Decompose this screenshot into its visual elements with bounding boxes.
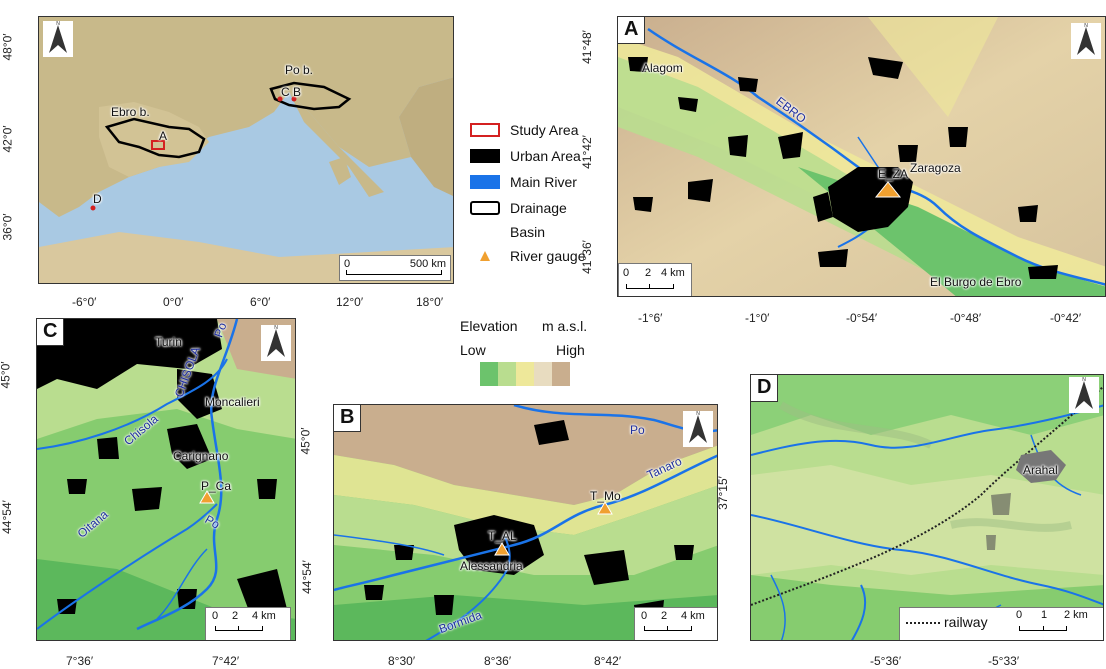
panel-a-lat-tick: 41°36′ [579, 240, 594, 274]
svg-text:N: N [56, 21, 60, 27]
panel-c-scale-bar: 0 2 4 km [205, 607, 291, 640]
elevation-swatch [552, 362, 570, 386]
panel-d-letter: D [751, 375, 779, 402]
legend-label: Main River [510, 174, 577, 190]
panel-a-lon-tick: -0°42′ [1050, 311, 1082, 325]
panel-b-lat-tick: 45°0′ [298, 427, 313, 455]
po-basin-label: Po b. [285, 63, 314, 77]
overview-lon-tick: -6°0′ [72, 295, 97, 309]
railway-legend-icon [906, 622, 940, 624]
place-label-el-burgo-de-ebro: El Burgo de Ebro [930, 275, 1022, 289]
panel-a-lat-tick: 41°42′ [579, 135, 594, 169]
panel-b-scale-bar: 0 2 4 km [634, 607, 717, 640]
panel-b-lon-tick: 8°36′ [484, 654, 512, 668]
elevation-high-label: High [556, 342, 585, 358]
place-label-turin: Turin [155, 335, 182, 349]
elevation-swatch [480, 362, 498, 386]
study-area-square-icon [470, 123, 500, 137]
drainage-basin-square-icon [470, 201, 500, 215]
place-label-alessandria: Alessandria [460, 559, 523, 573]
site-label-c: C [281, 85, 290, 99]
elevation-unit: m a.s.l. [542, 318, 588, 334]
panel-a-lat-tick: 41°48′ [579, 30, 594, 64]
place-label-alagon: Alagom [642, 61, 683, 75]
gauge-label-e-za: E_ZA [878, 167, 909, 181]
map-legend: Study Area Urban Area Main River Drainag… [470, 122, 610, 272]
overview-lon-tick: 12°0′ [336, 295, 364, 309]
panel-a-lon-tick: -0°54′ [846, 311, 878, 325]
urban-area-square-icon [470, 149, 500, 163]
river-label-po: Po [630, 423, 645, 437]
place-label-moncalieri: Moncalieri [205, 395, 260, 409]
overview-lon-tick: 18°0′ [416, 295, 444, 309]
gauge-label-t-mo: T_Mo [590, 489, 621, 503]
legend-label: Study Area [510, 122, 579, 138]
panel-c-lat-tick: 45°0′ [0, 361, 13, 389]
elevation-swatch [498, 362, 516, 386]
overview-lat-tick: 48°0′ [0, 33, 15, 61]
panel-b-letter: B [334, 405, 362, 432]
svg-text:N: N [1084, 23, 1088, 29]
elevation-title: Elevation [460, 318, 518, 334]
panel-b-lat-tick: 44°54′ [299, 560, 314, 594]
site-label-a: A [159, 129, 168, 143]
place-label-carignano: Carignano [173, 449, 229, 463]
panel-a-lon-tick: -1°0′ [745, 311, 770, 325]
railway-legend-label: railway [944, 614, 988, 630]
site-label-b: B [293, 85, 302, 99]
panel-c-letter: C [37, 319, 65, 346]
panel-c-map: C N Turin Moncalieri Carignano Po CHISOL… [36, 318, 296, 641]
panel-b-map: B N Alessandria Po Tanaro Bormida T_AL T… [333, 404, 718, 641]
panel-b-lon-tick: 8°30′ [388, 654, 416, 668]
main-river-square-icon [470, 175, 500, 189]
overview-lat-tick: 42°0′ [0, 125, 15, 153]
overview-lon-tick: 0°0′ [163, 295, 184, 309]
panel-a-scale-bar: 0 2 4 km [618, 263, 692, 296]
elevation-swatch [516, 362, 534, 386]
panel-a-letter: A [618, 17, 646, 44]
overview-scale-bar: 0 500 km [339, 255, 451, 281]
north-arrow-icon: N [1069, 377, 1099, 413]
panel-d-lon-tick: -5°36′ [870, 654, 902, 668]
panel-a-map: A N Alagom Zaragoza El Burgo de Ebro EBR… [617, 16, 1106, 297]
panel-a-lon-tick: -0°48′ [950, 311, 982, 325]
elevation-swatch [534, 362, 552, 386]
site-label-d: D [93, 192, 102, 206]
svg-text:N: N [1082, 377, 1086, 383]
panel-d-lon-tick: -5°33′ [988, 654, 1020, 668]
ebro-basin-label: Ebro b. [111, 105, 150, 119]
elevation-low-label: Low [460, 342, 486, 358]
panel-a-lon-tick: -1°6′ [638, 311, 663, 325]
legend-label: River gauge [510, 248, 586, 264]
panel-d-lat-tick: 37°15′ [715, 476, 730, 510]
north-arrow-icon: N [683, 411, 713, 447]
legend-label: Basin [510, 224, 546, 240]
panel-c-lon-tick: 7°42′ [212, 654, 240, 668]
north-arrow-icon: N [261, 325, 291, 361]
panel-c-lat-tick: 44°54′ [0, 500, 14, 534]
panel-d-scale-bar: railway 0 1 2 km [899, 607, 1103, 640]
gauge-triangle-icon [470, 249, 500, 263]
legend-label: Urban Area [510, 148, 581, 164]
gauge-label-t-al: T_AL [488, 529, 517, 543]
place-label-zaragoza: Zaragoza [910, 161, 961, 175]
elevation-legend: Elevation m a.s.l. Low High [460, 318, 600, 388]
panel-c-lon-tick: 7°36′ [66, 654, 94, 668]
gauge-label-p-ca: P_Ca [201, 479, 232, 493]
north-arrow-icon: N [43, 21, 73, 57]
north-arrow-icon: N [1071, 23, 1101, 59]
svg-text:N: N [274, 325, 278, 331]
svg-text:N: N [696, 411, 700, 417]
panel-b-lon-tick: 8°42′ [594, 654, 622, 668]
place-label-arahal: Arahal [1023, 463, 1058, 477]
overview-map: N Ebro b. Po b. A B C D 0 500 km [38, 16, 454, 284]
panel-d-map: D N Arahal railway 0 1 2 km [750, 374, 1104, 641]
overview-lon-tick: 6°0′ [250, 295, 271, 309]
overview-lat-tick: 36°0′ [0, 213, 15, 241]
legend-label: Drainage [510, 200, 567, 216]
